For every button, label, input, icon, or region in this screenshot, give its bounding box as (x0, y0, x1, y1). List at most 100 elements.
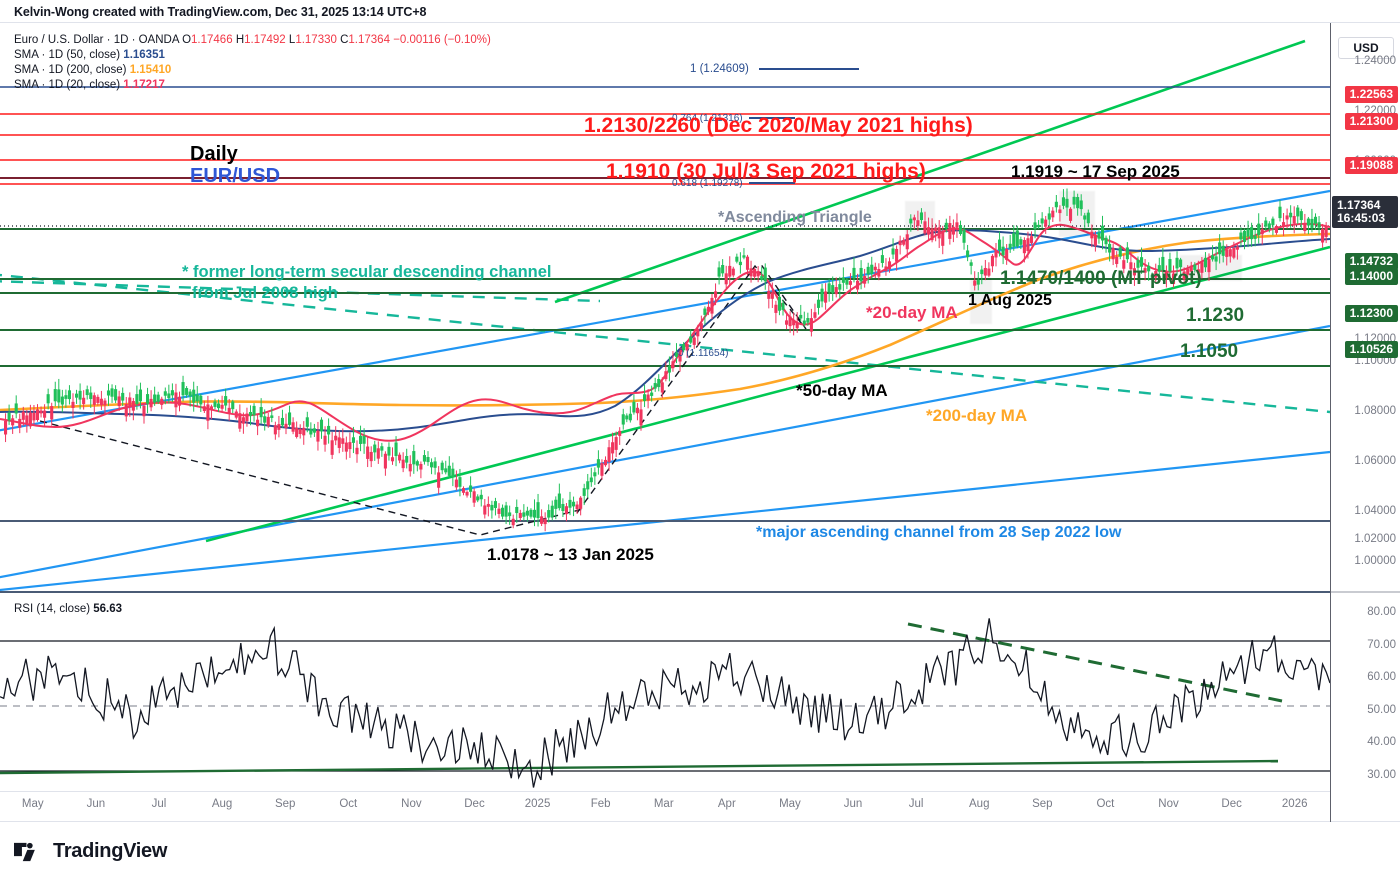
fib-level-0618-label: 0.618 (1.19278) (672, 178, 743, 189)
price-tick: 1.06000 (1354, 455, 1396, 467)
price-tick: 1.02000 (1354, 533, 1396, 545)
time-axis-label: 2025 (524, 798, 551, 810)
price-level-badge: 1.14732 (1344, 253, 1398, 270)
fib-level-0764-label: 0.764 (1.21316) (672, 113, 743, 124)
annotation-secular-channel-line2: from Jul 2008 high (192, 284, 338, 302)
legend-ohlc-row: Euro / U.S. Dollar · 1D · OANDA O1.17466… (14, 33, 491, 48)
time-axis-label: Nov (401, 798, 422, 810)
price-level-badge: 1.12300 (1344, 305, 1398, 322)
time-axis-label: Mar (653, 798, 674, 810)
fib-level-0-label: 0 (1.11654) (678, 348, 729, 359)
annotation-support-1230: 1.1230 (1186, 305, 1245, 326)
annotation-ma20: *20-day MA (866, 303, 958, 322)
credit-line: Kelvin-Wong created with TradingView.com… (14, 5, 427, 19)
legend-sma200-row: SMA · 1D (200, close) 1.15410 (14, 63, 491, 78)
time-axis[interactable]: May Jun Jul Aug Sep Oct Nov Dec 2025 Feb Mar Apr May… (0, 792, 1400, 822)
tradingview-logo-icon (14, 842, 35, 861)
time-axis-label: May (21, 798, 44, 810)
time-axis-label: Apr (717, 798, 736, 810)
pane-separator[interactable] (0, 591, 1330, 593)
last-price-time: 16:45:03 (1337, 211, 1386, 225)
time-axis-label: May (779, 798, 801, 810)
ohlc-c-value: 1.17364 (348, 34, 390, 46)
price-pane[interactable]: Euro / U.S. Dollar · 1D · OANDA O1.17466… (0, 23, 1330, 591)
fib-level-1-line (758, 67, 859, 70)
rsi-plot (0, 618, 1330, 788)
time-axis-label: Nov (1158, 798, 1179, 810)
price-level-badge: 1.10526 (1344, 341, 1398, 358)
sma200-value: 1.15410 (129, 64, 172, 76)
price-tick: 1.00000 (1354, 555, 1396, 567)
fib-level-0764-line (748, 117, 795, 120)
sma50-name: SMA · 1D (50, close) (14, 49, 121, 61)
rsi-legend: RSI (14, close) 56.63 (14, 602, 122, 617)
tradingview-brand: TradingView (53, 840, 168, 862)
ohlc-l-label: L (288, 34, 296, 46)
annotation-secular-channel-line1: * former long-term secular descending ch… (182, 263, 552, 281)
rsi-tick: 80.00 (1367, 606, 1396, 618)
candlestick-series (4, 188, 1328, 532)
fib-level-1: 1 (1.24609) (690, 63, 859, 75)
time-axis-label: Dec (464, 798, 485, 810)
time-axis-divider (1330, 792, 1331, 822)
fib-level-0: 0 (1.11654) (678, 348, 728, 359)
ohlc-c-label: C (340, 34, 349, 46)
annotation-ma200: *200-day MA (926, 406, 1028, 425)
time-axis-label: Sep (1032, 798, 1053, 810)
chart-legend: Euro / U.S. Dollar · 1D · OANDA O1.17466… (14, 33, 491, 93)
time-axis-label: Feb (590, 798, 611, 810)
rsi-tick: 70.00 (1367, 639, 1396, 651)
annotation-support-1050: 1.1050 (1180, 341, 1239, 362)
price-plot (0, 39, 1330, 591)
pair-label: EUR/USD (190, 165, 281, 187)
sma20-name: SMA · 1D (20, close) (14, 79, 121, 91)
currency-badge[interactable]: USD (1338, 37, 1394, 59)
sma20-value: 1.17217 (123, 79, 165, 91)
fib-level-1-label: 1 (1.24609) (690, 63, 749, 75)
sma50-value: 1.16351 (123, 49, 165, 61)
fib-level-0764: 0.764 (1.21316) (672, 113, 795, 124)
ohlc-o-label: O (182, 34, 192, 46)
ohlc-change: −0.00116 (−0.10%) (393, 34, 491, 46)
annotation-resistance-1910: 1.1910 (30 Jul/3 Sep 2021 highs) (606, 160, 926, 183)
time-axis-label: Aug (969, 798, 990, 810)
ohlc-l-value: 1.17330 (295, 34, 337, 46)
last-price-value: 1.17364 (1337, 198, 1381, 212)
time-axis-label: Jul (151, 798, 167, 810)
time-axis-label: Oct (339, 798, 358, 810)
legend-symbol: Euro / U.S. Dollar · 1D · OANDA (14, 34, 179, 46)
time-axis-label: Jun (843, 798, 863, 810)
price-tick: 1.24000 (1354, 55, 1396, 67)
last-price-badge: 1.17364 16:45:03 (1332, 196, 1398, 228)
price-level-badge: 1.14000 (1344, 268, 1398, 285)
sma200-name: SMA · 1D (200, close) (14, 64, 127, 76)
time-axis-label: 2026 (1281, 798, 1308, 810)
time-axis-label: Jul (908, 798, 924, 810)
time-axis-label: Jun (86, 798, 106, 810)
fib-level-0618-line (748, 182, 795, 185)
price-scale[interactable]: USD 1.24000 1.22000 1.20000 1.18000 1.16… (1330, 23, 1400, 793)
time-axis-label: Dec (1221, 798, 1242, 810)
ohlc-h-label: H (235, 34, 245, 46)
annotation-date-1aug: 1 Aug 2025 (968, 292, 1052, 309)
annotation-ma50: *50-day MA (796, 381, 888, 400)
price-tick: 1.08000 (1354, 405, 1396, 417)
ohlc-o-value: 1.17466 (191, 34, 233, 46)
annotation-ascending-triangle: *Ascending Triangle (718, 209, 872, 226)
rsi-legend-value: 56.63 (93, 603, 123, 615)
time-axis-label: Oct (1096, 798, 1115, 810)
annotation-low-1-0178: 1.0178 ~ 13 Jan 2025 (487, 545, 654, 564)
fib-level-0618: 0.618 (1.19278) (672, 178, 795, 189)
price-tick: 1.04000 (1354, 505, 1396, 517)
rsi-tick: 30.00 (1367, 769, 1396, 781)
price-level-badge: 1.19088 (1344, 157, 1398, 174)
rsi-pane[interactable]: RSI (14, close) 56.63 (0, 593, 1330, 793)
annotation-major-channel: *major ascending channel from 28 Sep 202… (756, 524, 1122, 541)
price-tick: 1.10000 (1354, 355, 1396, 367)
ohlc-h-value: 1.17492 (244, 34, 286, 46)
chart-frame: Euro / U.S. Dollar · 1D · OANDA O1.17466… (0, 22, 1400, 793)
rsi-tick: 60.00 (1367, 671, 1396, 683)
timeframe-label: Daily (190, 143, 238, 165)
time-axis-label: Aug (211, 798, 233, 810)
